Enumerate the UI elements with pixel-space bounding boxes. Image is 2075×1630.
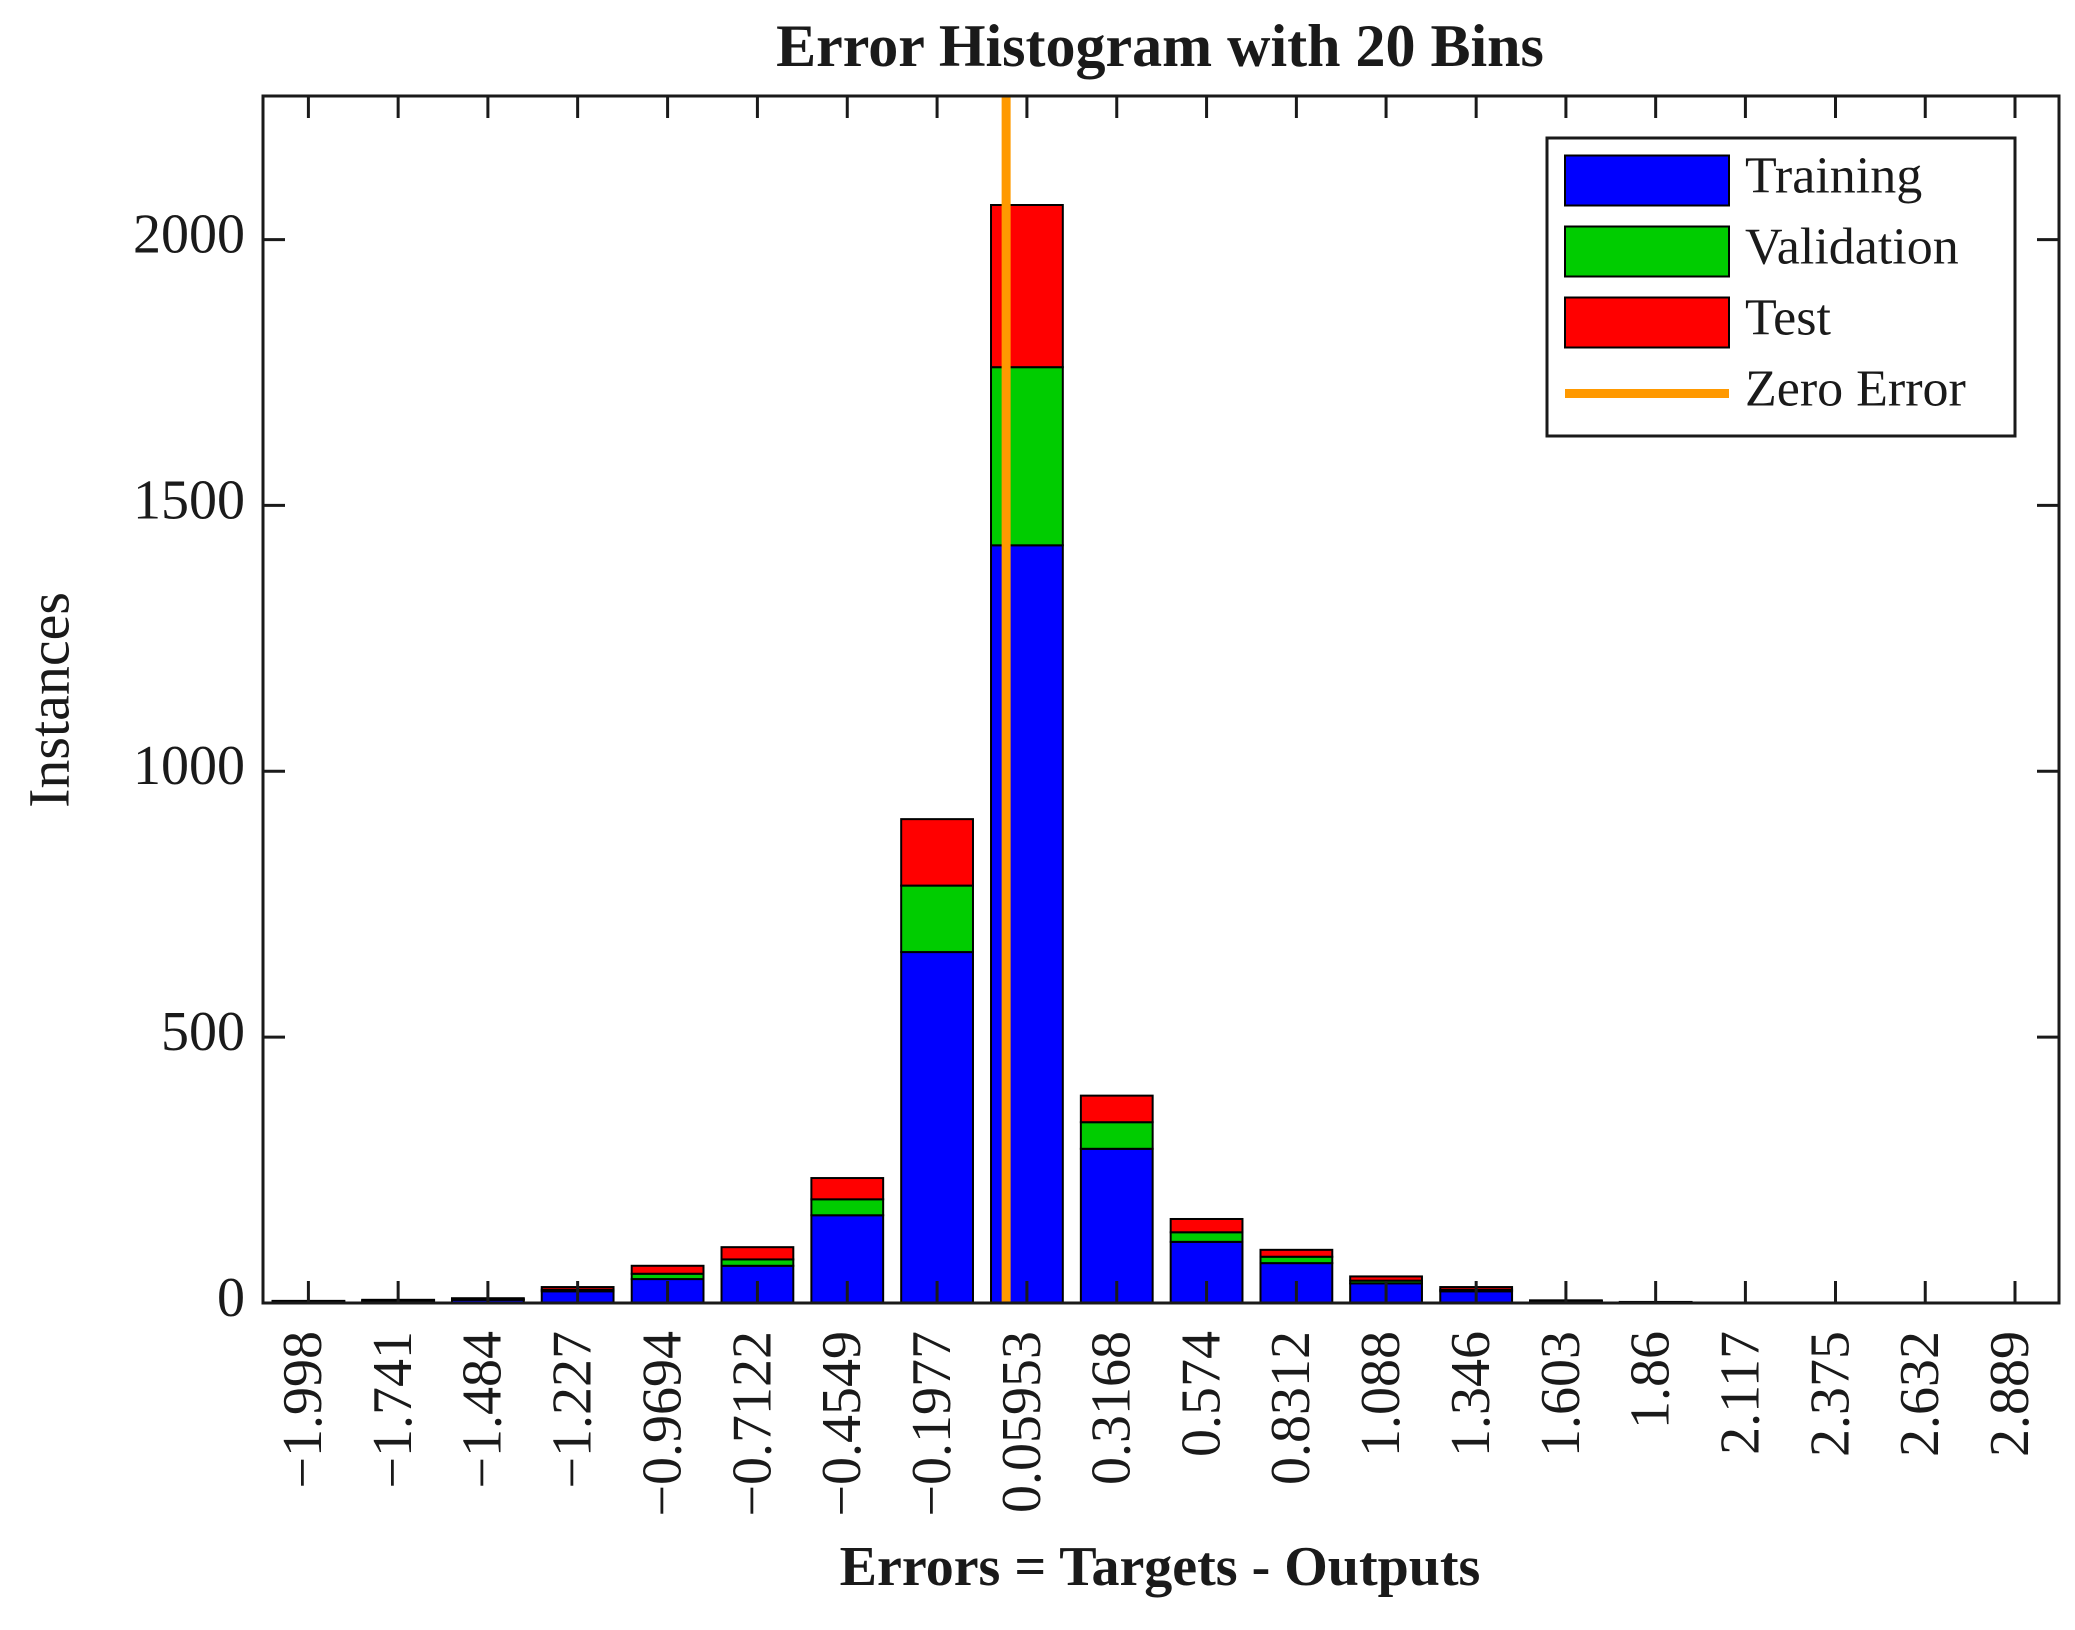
- x-tick-label: −0.1977: [901, 1331, 963, 1517]
- bar-segment: [900, 951, 974, 1305]
- x-tick-label: 0.3168: [1081, 1331, 1143, 1485]
- bar-segment: [1079, 1147, 1154, 1304]
- x-tick-label: −1.741: [362, 1331, 424, 1489]
- x-tick-label: 1.088: [1350, 1331, 1412, 1457]
- legend-label: Training: [1745, 147, 1922, 204]
- x-tick-label: 0.574: [1170, 1331, 1232, 1457]
- x-tick-label: 0.8312: [1260, 1331, 1322, 1485]
- x-axis-label: Errors = Targets - Outputs: [840, 1536, 1481, 1598]
- legend-label: Test: [1745, 289, 1831, 346]
- y-tick-label: 1500: [133, 469, 245, 531]
- x-tick-label: 2.375: [1799, 1331, 1861, 1457]
- x-tick-label: 1.603: [1530, 1331, 1592, 1457]
- bar-segment: [810, 1177, 885, 1201]
- x-tick-label: −0.7122: [721, 1331, 783, 1517]
- legend-label: Validation: [1745, 218, 1959, 275]
- bar-segment: [1079, 1121, 1154, 1150]
- legend-swatch: [1564, 296, 1730, 349]
- x-tick-label: −1.484: [452, 1331, 514, 1489]
- bar-segment: [900, 818, 974, 887]
- bar-segment: [900, 884, 974, 954]
- y-tick-label: 2000: [133, 203, 245, 265]
- x-tick-label: 2.632: [1889, 1331, 1951, 1457]
- bar-segment: [1169, 1231, 1244, 1243]
- legend-label: Zero Error: [1745, 360, 1966, 417]
- plot-frame: [261, 94, 2061, 1305]
- bar-segment: [720, 1246, 795, 1261]
- y-axis-label: Instances: [16, 592, 81, 808]
- x-tick-label: 0.05953: [991, 1331, 1053, 1513]
- y-tick-label: 0: [217, 1267, 245, 1329]
- y-tick-label: 500: [161, 1001, 245, 1063]
- x-tick-label: −1.998: [272, 1331, 334, 1489]
- bar-segment: [630, 1264, 705, 1275]
- x-tick-label: −0.4549: [811, 1331, 873, 1517]
- x-tick-label: −0.9694: [631, 1331, 693, 1517]
- bar-segment: [1349, 1275, 1423, 1282]
- x-tick-label: −1.227: [541, 1331, 603, 1489]
- x-tick-label: 1.86: [1620, 1331, 1682, 1429]
- legend-swatch: [1564, 225, 1730, 278]
- bar-segment: [1169, 1217, 1244, 1234]
- chart-title: Error Histogram with 20 Bins: [776, 13, 1544, 79]
- bar-segment: [1259, 1248, 1334, 1258]
- x-tick-label: 2.117: [1709, 1331, 1771, 1455]
- x-tick-label: 2.889: [1979, 1331, 2041, 1457]
- bar-segment: [810, 1198, 885, 1217]
- x-tick-label: 1.346: [1440, 1331, 1502, 1457]
- legend-swatch: [1564, 154, 1730, 207]
- bar-segment: [1079, 1094, 1154, 1124]
- y-tick-label: 1000: [133, 735, 245, 797]
